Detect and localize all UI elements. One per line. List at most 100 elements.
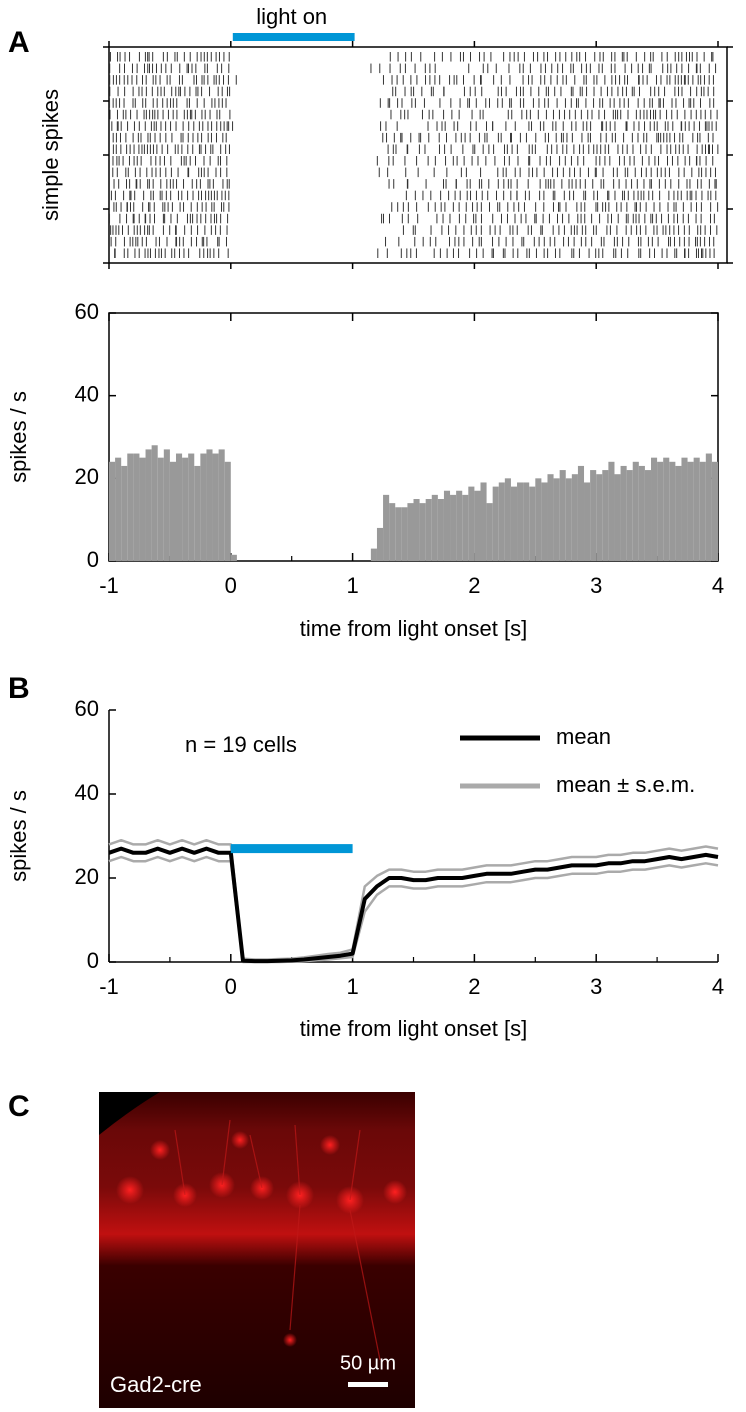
histogram-bar — [389, 503, 396, 561]
panel-label: A — [8, 26, 30, 59]
light-bar — [232, 33, 355, 41]
image-corner — [99, 1092, 160, 1135]
histogram-bar — [675, 465, 682, 561]
histogram-bar — [577, 465, 585, 561]
legend-label: mean — [556, 724, 611, 749]
histogram-bar — [121, 465, 128, 561]
histogram-bar — [157, 457, 164, 561]
histogram-bar — [395, 507, 402, 561]
histogram-bar — [711, 461, 718, 561]
histogram-bar — [529, 486, 536, 561]
x-axis-label: time from light onset [s] — [300, 616, 527, 641]
histogram-bar — [565, 478, 572, 561]
histogram-bar — [480, 482, 487, 561]
histogram-bar — [462, 494, 469, 561]
x-tick-label: 0 — [225, 573, 237, 598]
scale-bar-label: 50 µm — [340, 1352, 396, 1374]
light-bar — [230, 844, 353, 854]
histogram-bar — [608, 461, 615, 561]
histogram-bar — [638, 465, 645, 561]
x-tick-label: 3 — [590, 573, 602, 598]
histogram-bar — [632, 461, 639, 561]
histogram-bar — [212, 453, 219, 561]
legend-label: mean ± s.e.m. — [556, 772, 695, 797]
histogram-bar — [401, 507, 408, 561]
histogram-bar — [224, 461, 231, 561]
x-tick-label: 1 — [346, 573, 358, 598]
light-label: light on — [256, 4, 327, 29]
histogram-bar — [370, 548, 377, 561]
histogram-bar — [620, 465, 627, 561]
histogram-bar — [376, 527, 384, 561]
histogram-bar — [450, 494, 457, 561]
histogram-bar — [559, 470, 566, 561]
histogram-bar — [584, 482, 591, 561]
histogram-bar — [541, 482, 548, 561]
histogram-bar — [590, 470, 597, 561]
histogram-bar — [517, 482, 524, 561]
histogram-bar — [523, 482, 530, 561]
histogram-bar — [115, 457, 122, 561]
histogram-bar — [456, 490, 463, 561]
x-tick-label: 1 — [346, 974, 358, 999]
sem-upper-line — [108, 838, 719, 961]
y-tick-label: 0 — [87, 948, 99, 973]
x-axis-label: time from light onset [s] — [300, 1016, 527, 1041]
y-tick-label: 0 — [87, 547, 99, 572]
y-tick-label: 40 — [75, 780, 99, 805]
x-tick-label: 2 — [468, 573, 480, 598]
histogram-bar — [169, 461, 176, 561]
histogram-bar — [188, 453, 195, 561]
x-tick-label: 2 — [468, 974, 480, 999]
histogram-bar — [145, 449, 152, 561]
histogram-bar — [535, 478, 542, 561]
histogram-bar — [657, 461, 664, 561]
y-tick-label: 60 — [75, 299, 99, 324]
histogram-bar — [693, 457, 700, 561]
annotation: n = 19 cells — [185, 732, 297, 757]
image-label: Gad2-cre — [110, 1372, 202, 1397]
y-axis-label: spikes / s — [6, 790, 31, 882]
x-tick-label: 3 — [590, 974, 602, 999]
histogram-bar — [547, 474, 554, 561]
histogram-bar — [139, 457, 146, 561]
histogram-bar — [407, 503, 414, 561]
histogram-bar — [182, 457, 189, 561]
histogram-bar — [705, 453, 712, 561]
histogram-bar — [127, 453, 134, 561]
histogram-bar — [419, 503, 426, 561]
y-tick-label: 40 — [75, 381, 99, 406]
micrograph: Gad2-cre 50 µm — [99, 1092, 415, 1408]
histogram-bar — [431, 494, 438, 561]
raster-y-label: simple spikes — [38, 89, 63, 221]
histogram-bar — [571, 474, 578, 561]
y-axis-label: spikes / s — [6, 391, 31, 483]
histogram-bar — [109, 461, 116, 561]
histogram-bar — [163, 449, 170, 561]
histogram-bar — [651, 457, 658, 561]
histogram-bar — [474, 490, 481, 561]
histogram-bar — [218, 449, 225, 561]
histogram-bar — [504, 478, 511, 561]
y-tick-label: 20 — [75, 464, 99, 489]
histogram-bar — [230, 554, 237, 561]
histogram-bar — [133, 453, 140, 561]
histogram-bar — [614, 474, 621, 561]
panel-label: B — [8, 672, 30, 705]
sem-lower-line — [108, 855, 719, 964]
histogram-bar — [602, 470, 609, 561]
x-tick-label: 0 — [225, 974, 237, 999]
histogram-bar — [151, 445, 158, 561]
histogram-bar — [492, 486, 499, 561]
histogram-bar — [644, 470, 652, 561]
histogram-bar — [663, 457, 670, 561]
histogram-bar — [626, 470, 633, 561]
histogram-bar — [200, 453, 207, 561]
y-tick-label: 60 — [75, 696, 99, 721]
scale-bar — [348, 1382, 388, 1387]
histogram-bar — [498, 482, 505, 561]
histogram-bar — [206, 449, 213, 561]
histogram-bar — [596, 474, 603, 561]
histogram-bar — [681, 457, 688, 561]
